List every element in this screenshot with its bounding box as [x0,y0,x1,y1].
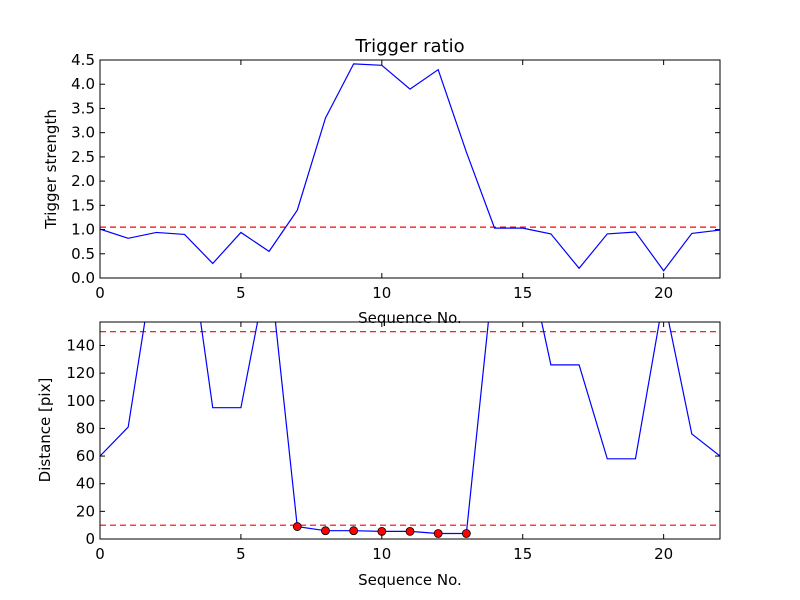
plot-frame [99,321,721,540]
plot-frame [99,59,721,279]
x-axis-label: Sequence No. [358,571,462,589]
x-axis-ticks: 0 5 10 15 20 [95,322,673,563]
y-tick-label: 0.0 [71,269,95,287]
data-point [321,526,330,536]
x-tick-label: 15 [513,284,532,302]
x-tick-label: 0 [95,545,105,563]
distance-plot: 0 5 10 15 20 0 20 40 60 80 100 120 140 Sequence No.… [36,321,721,589]
x-tick-label: 5 [236,284,246,302]
x-axis-label: Sequence No. [358,309,462,327]
threshold-lines [100,331,720,526]
y-axis-label: Trigger strength [42,109,60,230]
y-tick-label: 0 [85,530,95,548]
y-tick-label: 120 [66,364,95,382]
y-tick-label: 60 [76,447,95,465]
y-tick-label: 100 [66,392,95,410]
y-tick-label: 1.5 [71,196,95,214]
y-tick-label: 3.0 [71,124,95,142]
series-group [100,63,720,272]
data-point [292,522,302,531]
data-point [349,526,359,536]
y-tick-label: 2.5 [71,148,95,166]
chart-title: Trigger ratio [354,36,464,57]
y-tick-label: 40 [76,475,95,493]
x-tick-label: 0 [95,284,105,302]
x-tick-label: 5 [236,545,246,563]
x-tick-label: 20 [654,284,673,302]
y-tick-label: 0.5 [71,245,95,263]
y-axis-label: Distance [pix] [36,378,54,483]
y-tick-label: 80 [76,419,95,437]
y-tick-label: 4.5 [71,51,95,69]
y-tick-label: 1.0 [71,221,95,239]
y-tick-label: 140 [66,336,95,354]
trigger-ratio-plot: 0 5 10 15 20 0.00.51.01.52.02.53.03.54.04.5 … [42,36,721,327]
x-tick-label: 20 [654,545,673,563]
data-point [461,529,471,538]
y-tick-label: 3.5 [71,99,95,117]
y-tick-label: 4.0 [71,75,95,93]
y-axis-ticks: 0 20 40 60 80 100 120 140 [66,336,720,548]
y-axis-ticks: 0.0 0.5 1.0 1.5 2.0 2.5 3.0 3.5 4.0 4.5 [71,51,720,287]
data-point [405,526,415,536]
y-tick-label: 20 [76,502,95,520]
y-tick-label: 2.0 [71,172,95,190]
data-point [433,529,443,538]
x-axis-ticks: 0 5 10 15 20 [95,60,673,302]
series-line [100,63,720,272]
x-tick-label: 10 [372,284,391,302]
x-tick-label: 15 [513,545,532,563]
x-tick-label: 10 [372,545,391,563]
